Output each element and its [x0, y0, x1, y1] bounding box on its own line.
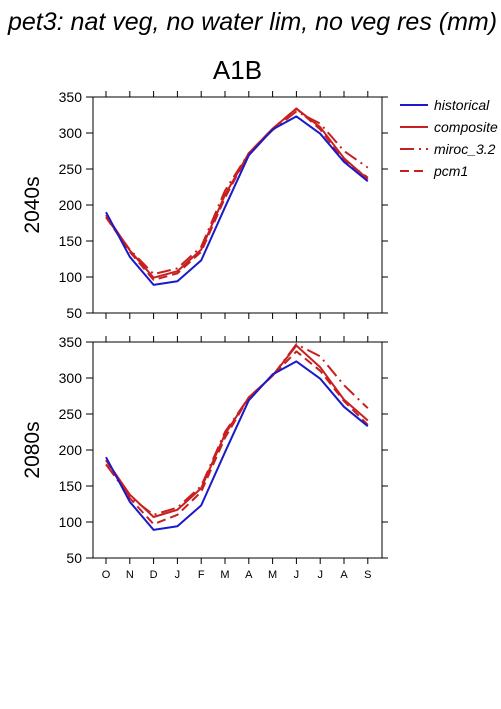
y-tick-label: 50	[66, 550, 82, 566]
y-tick-label: 100	[59, 514, 83, 530]
panel-ylabel: 2040s	[21, 176, 44, 233]
y-tick-label: 350	[59, 334, 83, 350]
y-tick-label: 50	[66, 305, 82, 321]
x-tick-label: N	[126, 569, 134, 581]
y-tick-label: 350	[59, 89, 83, 105]
x-tick-label: J	[294, 569, 300, 581]
plot-area	[105, 343, 369, 531]
axes: 50 100 150 200 250 300 350	[59, 89, 388, 321]
series-line-miroc-3-2	[105, 343, 369, 516]
series-line-historical	[105, 360, 369, 531]
x-tick-label: A	[340, 569, 348, 581]
chart-panel-2040s: 2040s 50 100 150 200 250 300 350	[21, 89, 388, 321]
y-tick-label: 200	[59, 442, 83, 458]
legend-label: historical	[434, 97, 490, 113]
y-tick-label: 300	[59, 125, 83, 141]
y-tick-label: 150	[59, 478, 83, 494]
series-line-miroc-3-2	[105, 110, 369, 276]
x-tick-label: A	[245, 569, 253, 581]
x-tick-label: O	[102, 569, 111, 581]
plot-frame	[92, 96, 383, 314]
series-line-composite	[105, 344, 369, 518]
x-tick-label: D	[150, 569, 158, 581]
legend-label: miroc_3.2	[434, 141, 496, 157]
y-tick-label: 300	[59, 370, 83, 386]
y-tick-label: 100	[59, 269, 83, 285]
x-tick-label: J	[317, 569, 323, 581]
panel-ylabel: 2080s	[21, 421, 44, 478]
series-line-composite	[105, 107, 369, 279]
x-tick-label: J	[175, 569, 181, 581]
x-tick-label: S	[364, 569, 371, 581]
series-line-pcm1	[105, 107, 369, 281]
series-line-historical	[105, 115, 369, 286]
x-tick-label: M	[220, 569, 229, 581]
legend-label: composite	[434, 119, 498, 135]
scenario-label: A1B	[213, 55, 262, 85]
y-tick-label: 150	[59, 233, 83, 249]
x-tick-label: F	[198, 569, 205, 581]
series-line-pcm1	[105, 350, 369, 526]
plot-frame	[92, 341, 383, 559]
chart-panel-2080s: 2080s 50 100 150 200 250 300 350 O N D J F M A M J J A S	[21, 334, 388, 581]
y-tick-label: 250	[59, 161, 83, 177]
y-tick-label: 200	[59, 197, 83, 213]
legend-label: pcm1	[433, 163, 468, 179]
plot-area	[105, 107, 369, 286]
legend: historical composite miroc_3.2 pcm1	[400, 97, 498, 179]
x-tick-label: M	[268, 569, 277, 581]
axes: 50 100 150 200 250 300 350 O N D J F M A M J J A S	[59, 334, 388, 581]
y-tick-label: 250	[59, 406, 83, 422]
figure-title: pet3: nat veg, no water lim, no veg res …	[7, 8, 497, 36]
